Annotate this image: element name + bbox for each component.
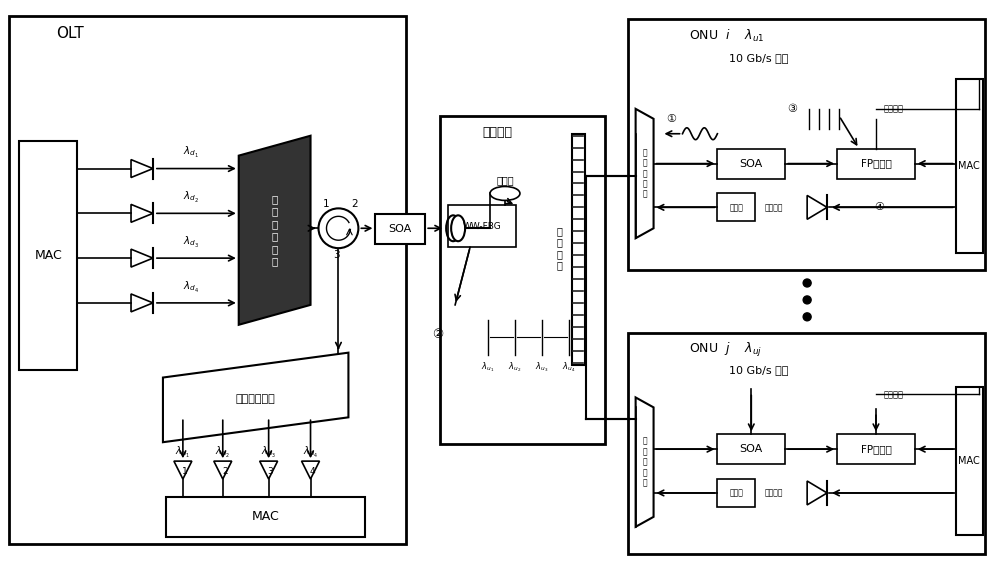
Circle shape [803,313,811,321]
Text: 2: 2 [351,199,358,210]
Bar [375,214,425,244]
Text: $\lambda_{d_{4}}$: $\lambda_{d_{4}}$ [183,280,199,294]
Bar [717,479,755,507]
Text: 3: 3 [268,467,274,476]
Text: $\lambda_{u_{1}}$: $\lambda_{u_{1}}$ [175,445,190,460]
Text: 阵列波导光栅: 阵列波导光栅 [236,394,276,405]
Bar [9,16,406,544]
Text: ONU  $j$    $\lambda_{uj}$: ONU $j$ $\lambda_{uj}$ [689,341,762,359]
Bar [717,193,755,221]
Polygon shape [163,353,348,442]
Text: 2: 2 [222,467,228,476]
Text: SOA: SOA [389,224,412,234]
Text: 远程节点: 远程节点 [482,126,512,139]
Text: FP激光器: FP激光器 [861,444,891,454]
Text: SOA: SOA [740,159,763,168]
Text: $\lambda_{d_{1}}$: $\lambda_{d_{1}}$ [183,145,199,160]
Text: ①: ① [667,114,677,124]
Bar [440,116,605,444]
Text: 光接收机: 光接收机 [764,203,783,212]
Text: $\lambda_{u_{1}}$: $\lambda_{u_{1}}$ [481,361,495,375]
Text: MAC: MAC [958,456,980,466]
Text: OLT: OLT [56,26,84,41]
Text: 3: 3 [333,250,340,260]
Text: FP激光器: FP激光器 [861,159,891,168]
Bar [19,141,77,370]
Text: 耦合器: 耦合器 [496,176,514,185]
Text: 1: 1 [182,467,188,476]
Text: $\lambda_{u_{2}}$: $\lambda_{u_{2}}$ [508,361,522,375]
Bar [717,149,785,179]
Bar [837,149,915,179]
Text: WW-FBG: WW-FBG [463,222,501,231]
Polygon shape [636,109,654,238]
Ellipse shape [490,186,520,201]
Text: SOA: SOA [740,444,763,454]
Text: 波
分
复
用: 波 分 复 用 [557,226,563,271]
Text: MAC: MAC [252,510,280,523]
Bar [956,79,983,253]
Text: $\lambda_{u_{4}}$: $\lambda_{u_{4}}$ [562,361,575,375]
Text: ONU  $i$    $\lambda_{u1}$: ONU $i$ $\lambda_{u1}$ [689,28,765,44]
Bar [448,206,516,247]
Text: 1: 1 [323,199,330,210]
Bar [628,333,985,554]
Text: 10 Gb/s 数据: 10 Gb/s 数据 [729,364,789,375]
Text: 偏压调谐: 偏压调谐 [884,390,904,399]
Bar [837,434,915,464]
Ellipse shape [451,215,465,241]
Text: $\lambda_{d_{2}}$: $\lambda_{d_{2}}$ [183,190,199,205]
Text: $\lambda_{d_{3}}$: $\lambda_{d_{3}}$ [183,234,199,250]
Bar [572,134,585,364]
Circle shape [319,208,358,248]
Text: ④: ④ [874,202,884,212]
Text: 10 Gb/s 数据: 10 Gb/s 数据 [729,53,789,63]
Text: ②: ② [433,328,444,341]
Text: $\lambda_{u_{3}}$: $\lambda_{u_{3}}$ [261,445,276,460]
Text: 滤波器: 滤波器 [729,489,743,497]
Bar [166,497,365,537]
Text: $\lambda_{u_{2}}$: $\lambda_{u_{2}}$ [215,445,230,460]
Text: ③: ③ [787,104,797,114]
Circle shape [803,279,811,287]
Text: 波
分
复
用
器: 波 分 复 用 器 [642,437,647,488]
Text: MAC: MAC [34,249,62,262]
Circle shape [803,296,811,304]
Text: 偏压调谐: 偏压调谐 [884,105,904,114]
Text: 滤波器: 滤波器 [729,203,743,212]
Bar [628,19,985,270]
Text: $\lambda_{u_{4}}$: $\lambda_{u_{4}}$ [303,445,318,460]
Polygon shape [239,136,311,325]
Bar [717,434,785,464]
Polygon shape [636,397,654,527]
Text: $\lambda_{u_{3}}$: $\lambda_{u_{3}}$ [535,361,549,375]
Bar [956,388,983,534]
Text: MAC: MAC [958,160,980,171]
Text: 光接收机: 光接收机 [764,489,783,497]
Text: 阵
列
波
导
光
栅: 阵 列 波 导 光 栅 [272,194,278,266]
Text: 波
分
复
用
器: 波 分 复 用 器 [642,148,647,199]
Text: 4: 4 [310,467,315,476]
